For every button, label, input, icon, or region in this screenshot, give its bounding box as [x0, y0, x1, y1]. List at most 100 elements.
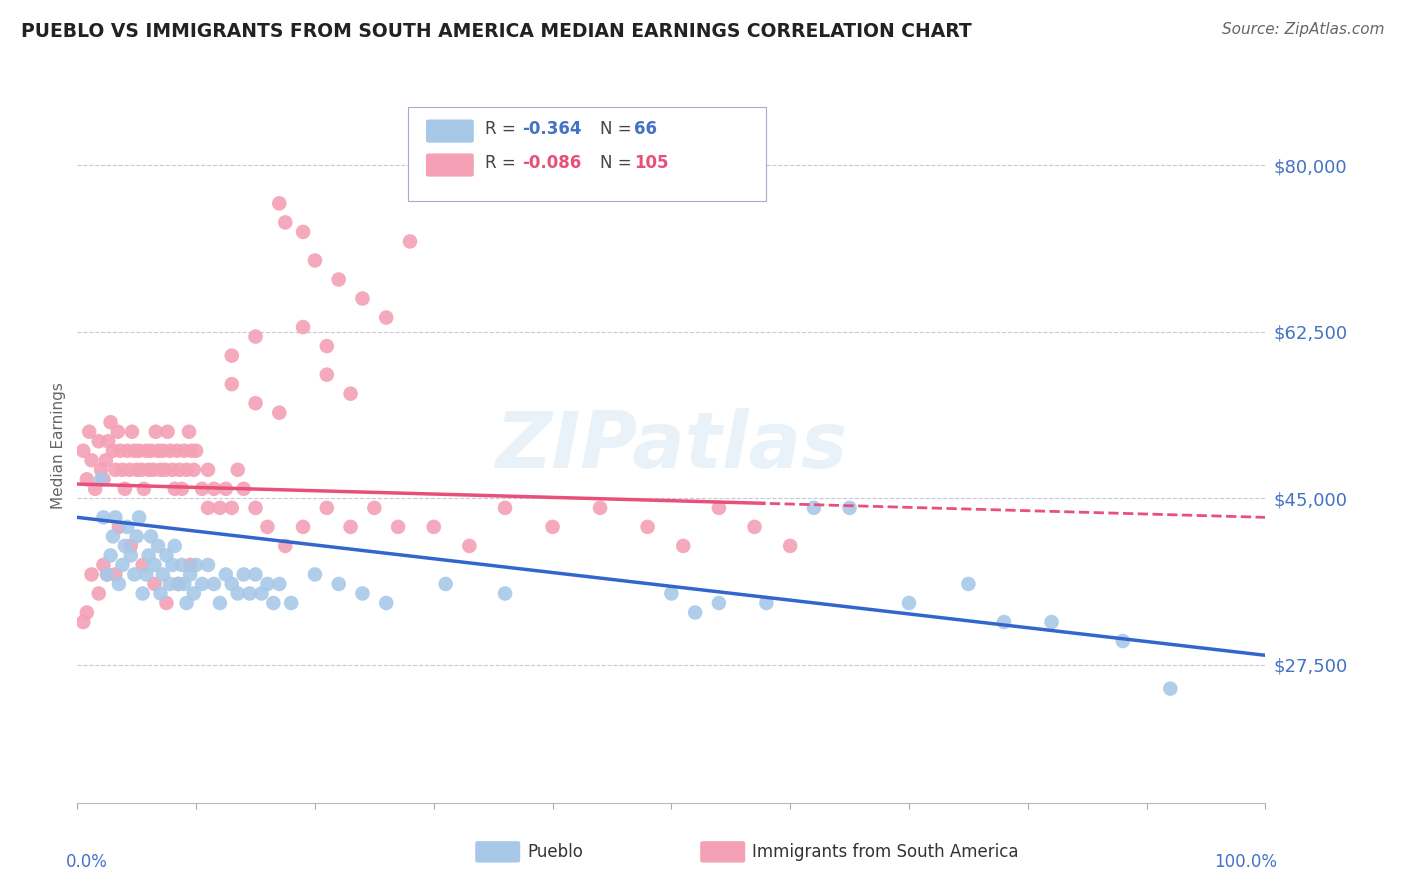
Point [146, 539, 169, 553]
Point [124, 443, 146, 458]
Text: -0.086: -0.086 [522, 154, 581, 172]
Point [84, 482, 107, 496]
Point [637, 520, 659, 534]
Point [167, 577, 190, 591]
Point [352, 292, 374, 306]
Point [208, 596, 231, 610]
Point [838, 500, 860, 515]
Point [202, 577, 225, 591]
Point [111, 558, 134, 572]
Point [80, 453, 103, 467]
Point [94, 453, 117, 467]
Point [191, 482, 214, 496]
Point [124, 567, 146, 582]
Point [138, 463, 160, 477]
Point [120, 539, 142, 553]
Point [100, 415, 122, 429]
Point [96, 567, 118, 582]
Point [166, 443, 188, 458]
Point [146, 443, 169, 458]
Point [458, 539, 481, 553]
Point [101, 443, 124, 458]
Point [155, 463, 177, 477]
Point [434, 577, 457, 591]
Point [707, 596, 730, 610]
Point [131, 463, 153, 477]
Point [125, 463, 148, 477]
Text: 100.0%: 100.0% [1215, 853, 1277, 871]
Point [423, 520, 446, 534]
Point [163, 482, 186, 496]
Point [245, 329, 267, 343]
Point [292, 520, 315, 534]
Point [683, 606, 706, 620]
Point [76, 472, 98, 486]
Text: PUEBLO VS IMMIGRANTS FROM SOUTH AMERICA MEDIAN EARNINGS CORRELATION CHART: PUEBLO VS IMMIGRANTS FROM SOUTH AMERICA … [21, 22, 972, 41]
Point [173, 443, 195, 458]
Point [93, 558, 115, 572]
Point [179, 567, 201, 582]
Point [315, 500, 337, 515]
Point [80, 567, 103, 582]
Point [387, 520, 409, 534]
Point [108, 443, 131, 458]
Text: Immigrants from South America: Immigrants from South America [752, 843, 1019, 861]
Point [104, 510, 127, 524]
Point [152, 443, 174, 458]
Point [957, 577, 980, 591]
Point [111, 463, 134, 477]
Point [72, 443, 94, 458]
Point [494, 586, 516, 600]
Text: 66: 66 [634, 120, 657, 138]
Point [292, 225, 315, 239]
Point [128, 510, 150, 524]
Point [245, 567, 267, 582]
Point [115, 443, 138, 458]
Point [779, 539, 801, 553]
Point [292, 320, 315, 334]
Point [135, 567, 157, 582]
Point [104, 567, 127, 582]
Point [152, 567, 174, 582]
Point [221, 577, 243, 591]
Point [221, 377, 243, 392]
Point [131, 558, 153, 572]
Point [245, 500, 267, 515]
Point [142, 463, 165, 477]
Point [167, 577, 190, 591]
Point [589, 500, 612, 515]
Point [149, 586, 172, 600]
Point [93, 472, 115, 486]
Point [269, 196, 291, 211]
Point [898, 596, 921, 610]
Point [138, 549, 160, 563]
Point [315, 368, 337, 382]
Point [232, 482, 254, 496]
Point [125, 529, 148, 543]
Point [101, 529, 124, 543]
Point [661, 586, 683, 600]
Point [139, 443, 162, 458]
Point [170, 558, 193, 572]
Point [186, 443, 208, 458]
Point [176, 596, 198, 610]
Point [197, 500, 219, 515]
Point [755, 596, 778, 610]
Point [1040, 615, 1063, 629]
Point [170, 482, 193, 496]
Point [115, 520, 138, 534]
Text: Pueblo: Pueblo [527, 843, 583, 861]
Point [145, 425, 167, 439]
Point [77, 425, 100, 439]
Point [315, 339, 337, 353]
Point [176, 463, 198, 477]
Point [269, 406, 291, 420]
Text: 105: 105 [634, 154, 669, 172]
Point [250, 586, 273, 600]
Point [135, 443, 157, 458]
Point [744, 520, 766, 534]
Text: R =: R = [485, 120, 522, 138]
Point [180, 443, 202, 458]
Point [173, 577, 195, 591]
Point [399, 235, 422, 249]
